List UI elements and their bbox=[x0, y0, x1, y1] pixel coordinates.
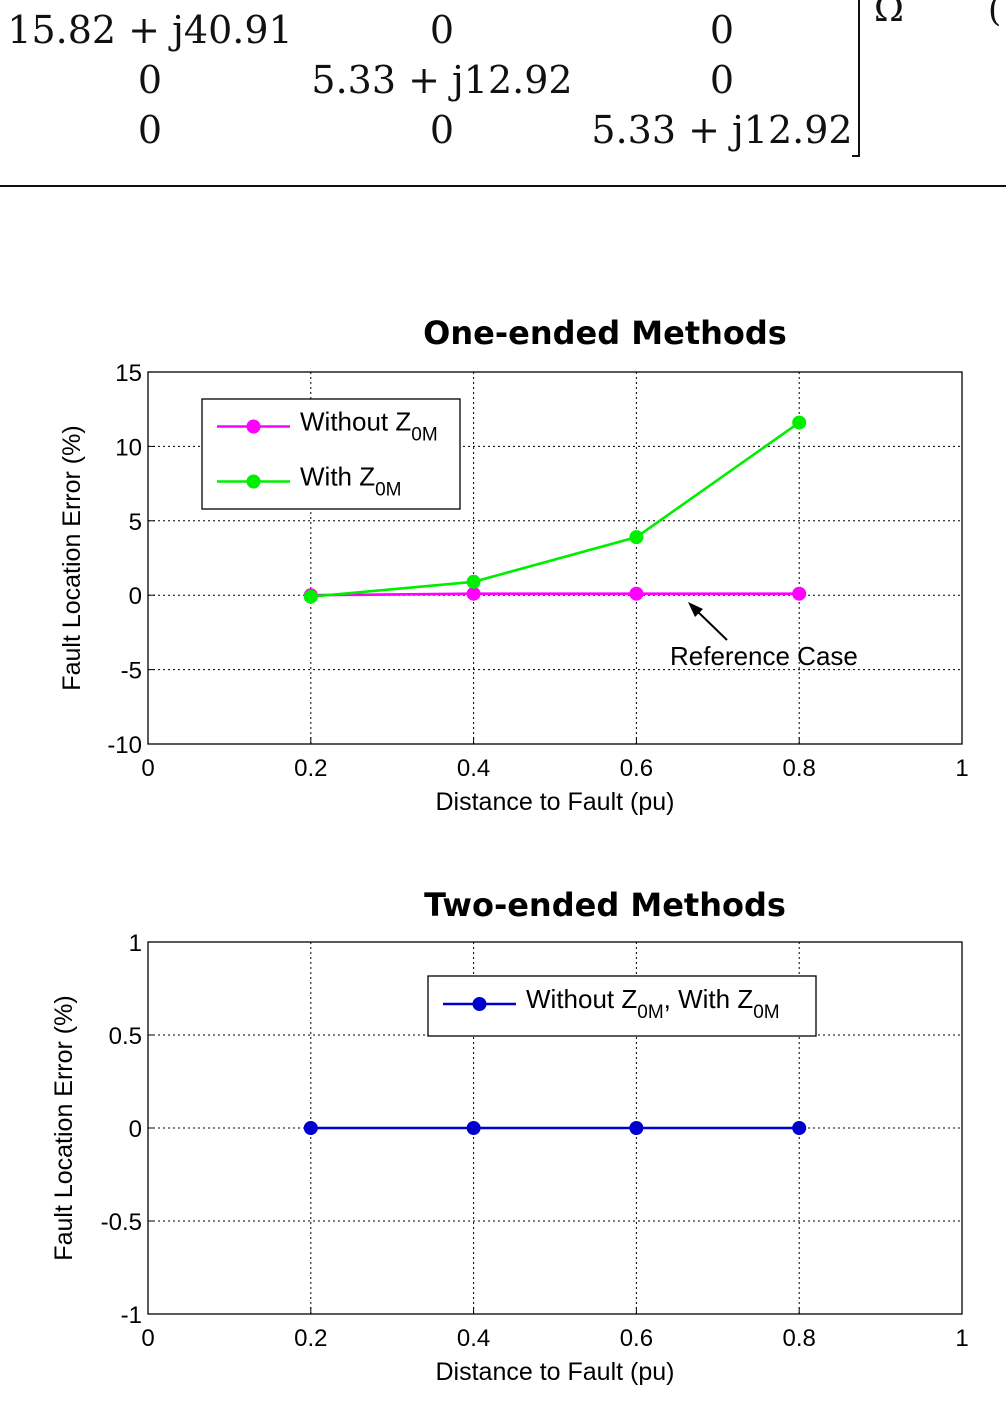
x-tick-label: 0 bbox=[141, 1325, 154, 1352]
chart-one-ended-methods: One-ended Methods 0 0.2 0.4 0.6 0.8 1 15 10 5 0 -5… bbox=[58, 314, 969, 816]
matrix-cell-r1c3: 0 bbox=[709, 8, 735, 52]
chart-two-ended-methods: Two-ended Methods 0 0.2 0.4 0.6 0.8 1 1 0.5 0 -0.… bbox=[50, 886, 969, 1386]
annotation-text: Reference Case bbox=[670, 641, 858, 671]
x-tick-label: 0.2 bbox=[294, 1325, 327, 1352]
y-axis-label: Fault Location Error (%) bbox=[58, 425, 86, 690]
legend-swatch-marker bbox=[246, 474, 261, 489]
matrix-cell-r1c2: 0 bbox=[429, 8, 455, 52]
x-tick-label: 0.8 bbox=[783, 1325, 816, 1352]
x-tick-label: 0.8 bbox=[783, 755, 816, 782]
matrix-cell-r3c3: 5.33 + j12.92 bbox=[591, 108, 853, 152]
y-tick-label: 1 bbox=[129, 930, 142, 957]
legend-entry: Without Z0M bbox=[300, 407, 438, 446]
matrix-cell-r2c3: 0 bbox=[709, 58, 735, 102]
matrix-cell-r3c1: 0 bbox=[137, 108, 163, 152]
y-tick-label: -10 bbox=[107, 732, 142, 759]
annotation-arrow-line bbox=[694, 608, 728, 641]
data-point bbox=[629, 586, 644, 601]
matrix-cell-r1c1: 15.82 + j40.91 bbox=[7, 8, 293, 52]
x-tick-label: 0.2 bbox=[294, 755, 327, 782]
x-tick-label: 1 bbox=[955, 1325, 968, 1352]
data-point bbox=[303, 589, 318, 604]
series-line bbox=[310, 421, 800, 598]
data-point bbox=[466, 586, 481, 601]
equation-number-fragment: ( bbox=[988, 0, 1002, 30]
matrix-cell-r3c2: 0 bbox=[429, 108, 455, 152]
x-tick-label: 0.4 bbox=[457, 755, 490, 782]
plot-frame bbox=[147, 371, 963, 745]
x-axis-label: Distance to Fault (pu) bbox=[436, 1358, 675, 1386]
data-point bbox=[629, 530, 644, 545]
x-tick-label: 1 bbox=[955, 755, 968, 782]
data-point bbox=[792, 1121, 807, 1135]
x-tick-label: 0.4 bbox=[457, 1325, 490, 1352]
data-point bbox=[466, 1121, 481, 1135]
series-line bbox=[310, 592, 800, 597]
legend-box bbox=[201, 398, 461, 510]
legend: Without Z0M, With Z0M bbox=[427, 975, 817, 1037]
legend-swatch-marker bbox=[246, 419, 261, 434]
annotation-arrowhead bbox=[688, 602, 703, 617]
impedance-matrix: 15.82 + j40.91 0 0 0 5.33 + j12.92 0 0 0… bbox=[0, 0, 1006, 186]
y-tick-label: 0.5 bbox=[109, 1023, 142, 1050]
data-point bbox=[792, 415, 807, 430]
x-tick-label: 0 bbox=[141, 755, 154, 782]
legend: Without Z0M With Z0M bbox=[201, 398, 461, 510]
data-point bbox=[466, 574, 481, 589]
y-tick-label: 0 bbox=[129, 1116, 142, 1143]
matrix-cell-r2c2: 5.33 + j12.92 bbox=[311, 58, 573, 102]
data-point bbox=[629, 1121, 644, 1135]
y-tick-label: 10 bbox=[115, 434, 142, 461]
legend-entry: Without Z0M, With Z0M bbox=[526, 984, 780, 1023]
x-tick-label: 0.6 bbox=[620, 1325, 653, 1352]
y-tick-label: 0 bbox=[129, 583, 142, 610]
matrix-cell-r2c1: 0 bbox=[137, 58, 163, 102]
data-point bbox=[792, 586, 807, 601]
legend-entry: With Z0M bbox=[300, 462, 402, 501]
legend-swatch-marker bbox=[472, 997, 487, 1011]
y-tick-label: -5 bbox=[121, 658, 142, 685]
y-tick-label: -1 bbox=[121, 1302, 142, 1329]
chart-title: One-ended Methods bbox=[423, 314, 787, 352]
y-tick-label: 15 bbox=[115, 360, 142, 387]
plot-frame bbox=[147, 941, 963, 1315]
matrix-right-bracket bbox=[852, 0, 860, 157]
x-tick-label: 0.6 bbox=[620, 755, 653, 782]
data-point bbox=[303, 1121, 318, 1135]
chart-title: Two-ended Methods bbox=[424, 886, 786, 924]
horizontal-rule bbox=[0, 185, 1006, 187]
y-tick-label: 5 bbox=[129, 509, 142, 536]
reference-annotation: Reference Case bbox=[670, 602, 858, 671]
legend-box bbox=[427, 975, 817, 1037]
y-tick-label: -0.5 bbox=[101, 1209, 142, 1236]
y-axis-label: Fault Location Error (%) bbox=[50, 995, 78, 1260]
matrix-unit: Ω bbox=[874, 0, 904, 30]
x-axis-label: Distance to Fault (pu) bbox=[436, 788, 675, 816]
